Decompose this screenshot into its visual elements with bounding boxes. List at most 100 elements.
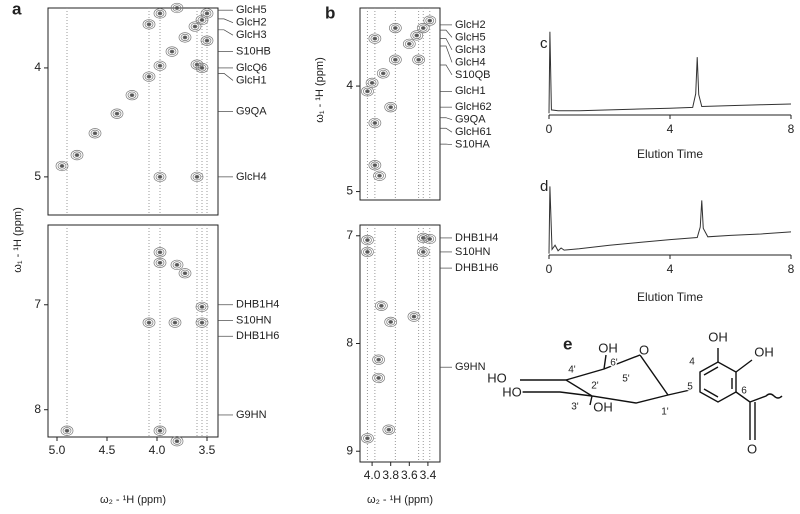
contour-ring: [153, 247, 167, 258]
peak: [60, 425, 74, 436]
peak: [412, 54, 425, 65]
y-tick-label: 5: [34, 169, 41, 183]
contour-ring: [195, 301, 209, 313]
contour-ring: [64, 428, 70, 433]
peak: [375, 300, 388, 311]
annotation: G9QA: [455, 114, 486, 126]
peak: [70, 149, 84, 161]
peak: [168, 317, 182, 328]
annotation: S10HB: [236, 45, 271, 57]
annotation: DHB1H6: [236, 330, 279, 342]
contour-ring: [202, 9, 212, 17]
structure-label: O: [747, 441, 757, 456]
contour-ring: [199, 65, 205, 70]
contour-ring: [170, 319, 180, 327]
contour-ring: [412, 31, 422, 39]
contour-ring: [153, 425, 167, 436]
chromatogram-line: [548, 186, 792, 254]
contour-ring: [199, 304, 205, 309]
contour-ring: [60, 425, 74, 436]
peak: [153, 247, 167, 258]
plot-frame: [47, 224, 219, 438]
contour-ring: [142, 19, 156, 30]
contour-ring: [180, 33, 190, 41]
peak: [153, 60, 167, 71]
contour-ring: [386, 427, 392, 432]
peak: [142, 71, 156, 82]
contour-ring: [388, 22, 402, 34]
structure-label: 5: [687, 382, 693, 393]
annotation: GlcH5: [236, 4, 267, 16]
structure-label: 4': [568, 365, 576, 376]
contour-ring: [194, 62, 200, 67]
contour-ring: [200, 35, 214, 46]
contour-ring: [204, 11, 210, 16]
contour-ring: [70, 149, 84, 161]
annotation: G9HN: [455, 361, 486, 373]
peak: [361, 234, 374, 246]
plot-frame: [359, 224, 441, 463]
peak: [88, 128, 102, 139]
contour-ring: [368, 160, 382, 171]
peak: [153, 8, 167, 19]
x-axis-label: Elution Time: [637, 147, 703, 161]
structure-label: O: [639, 342, 649, 357]
peak: [188, 21, 202, 32]
y-tick-label: 7: [34, 297, 41, 311]
contour-ring: [373, 170, 386, 181]
contour-ring: [378, 69, 388, 77]
x-axis-label: ω₂ - ¹H (ppm): [367, 494, 433, 506]
contour-ring: [110, 108, 124, 119]
contour-ring: [372, 163, 378, 168]
structure-bonds: [520, 348, 783, 440]
contour-ring: [376, 376, 381, 380]
contour-ring: [420, 26, 426, 30]
peak: [368, 117, 382, 129]
contour-ring: [365, 249, 370, 254]
structure-label: OH: [598, 340, 618, 355]
contour-ring: [155, 173, 165, 181]
contour-ring: [392, 57, 398, 62]
contour-ring: [199, 320, 205, 325]
contour-ring: [384, 102, 398, 113]
peak: [200, 8, 214, 19]
contour-ring: [420, 249, 426, 254]
y-axis-label: ω₁ - ¹H (ppm): [12, 207, 24, 272]
contour-ring: [153, 60, 167, 71]
contour-ring: [412, 54, 425, 65]
contour-ring: [427, 18, 433, 23]
contour-ring: [414, 56, 423, 64]
peak: [423, 233, 437, 245]
peak: [365, 77, 379, 89]
peak: [382, 424, 396, 435]
contour-ring: [153, 171, 167, 183]
peak: [142, 317, 156, 328]
contour-ring: [55, 160, 69, 172]
peak: [195, 317, 209, 328]
contour-ring: [418, 248, 428, 256]
annotation: G9QA: [236, 105, 267, 117]
contour-ring: [180, 269, 190, 277]
y-tick-label: 7: [346, 228, 353, 242]
contour-ring: [194, 174, 200, 179]
contour-ring: [369, 80, 375, 85]
contour-ring: [172, 4, 182, 12]
peak: [388, 22, 402, 34]
contour-ring: [125, 90, 139, 101]
peak: [361, 86, 374, 97]
contour-ring: [169, 49, 175, 54]
contour-ring: [153, 8, 167, 19]
peak: [195, 301, 209, 313]
contour-ring: [172, 261, 182, 269]
contour-ring: [380, 71, 386, 76]
contour-ring: [57, 162, 67, 170]
contour-ring: [406, 41, 412, 46]
contour-ring: [386, 103, 396, 111]
contour-ring: [361, 86, 374, 97]
contour-ring: [361, 246, 374, 258]
contour-ring: [365, 89, 370, 94]
structure-label: HO: [487, 370, 507, 385]
structure-label: 6: [741, 386, 747, 397]
contour-ring: [392, 26, 398, 30]
